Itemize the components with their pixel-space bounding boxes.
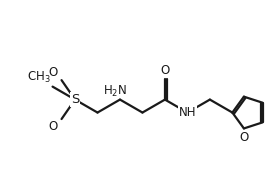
Text: NH: NH — [179, 106, 196, 119]
Text: S: S — [71, 93, 79, 106]
Text: O: O — [239, 131, 249, 144]
Text: O: O — [160, 64, 170, 77]
Text: O: O — [49, 120, 58, 134]
Text: H$_2$N: H$_2$N — [103, 84, 128, 99]
Text: CH$_3$: CH$_3$ — [28, 70, 51, 85]
Text: O: O — [49, 66, 58, 79]
